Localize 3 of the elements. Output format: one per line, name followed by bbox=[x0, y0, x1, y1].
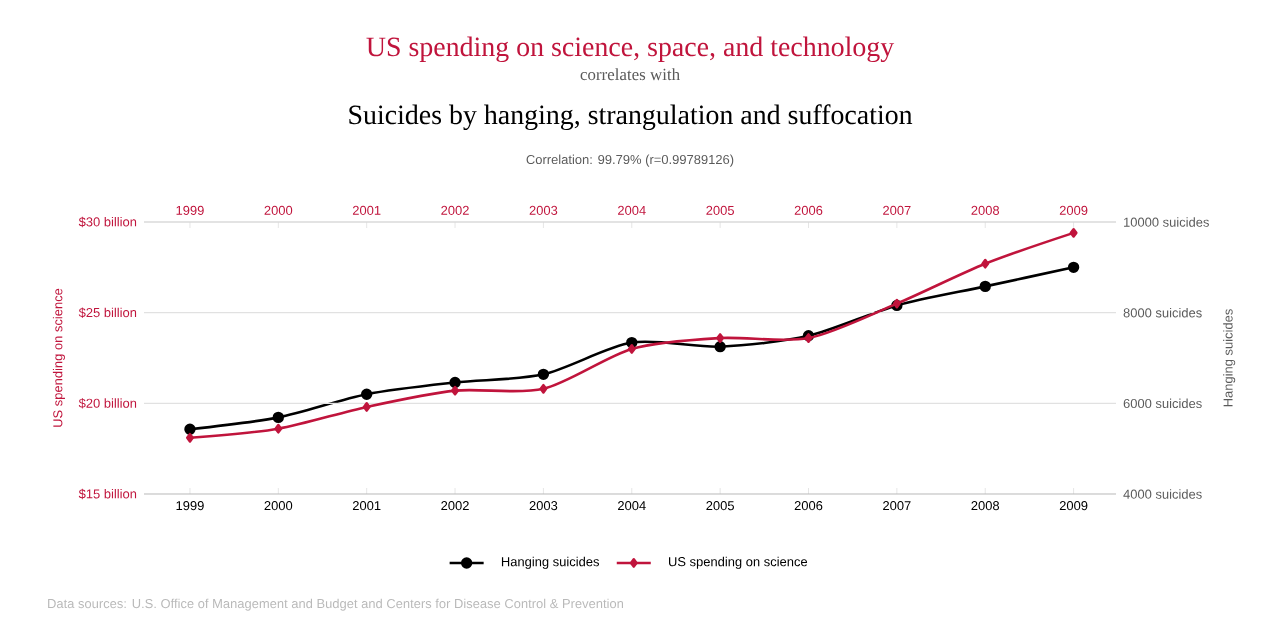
text: Suicides by hanging, strangulation and suffocation bbox=[349, 104, 913, 131]
chart-subtitle: correlates with bbox=[580, 68, 680, 81]
chart-title: US spending on science, space, and technology bbox=[366, 36, 895, 63]
